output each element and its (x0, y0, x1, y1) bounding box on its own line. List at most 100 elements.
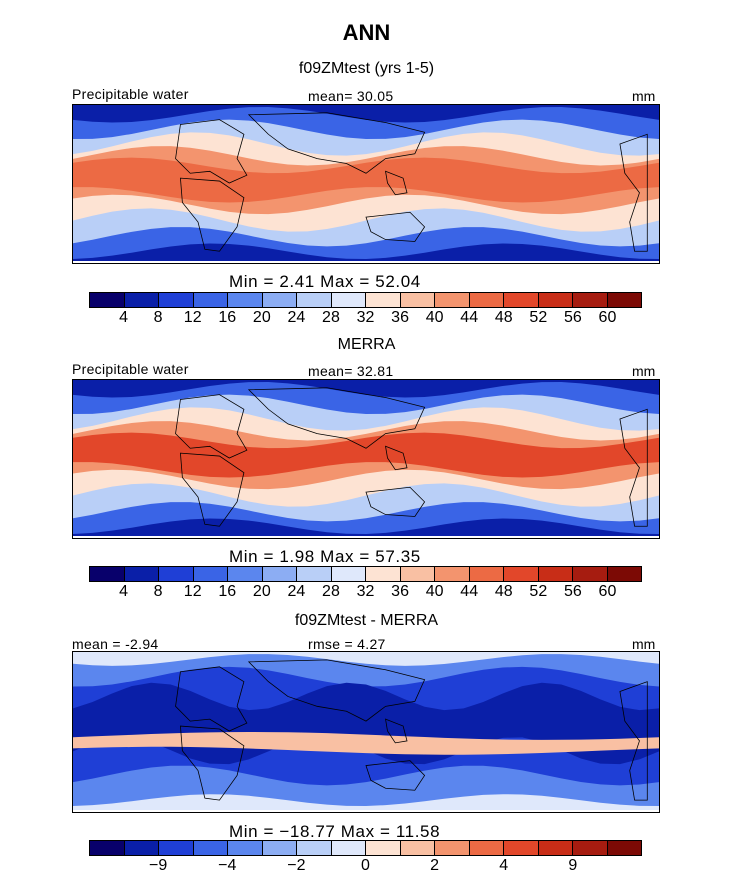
colorbar-segment (366, 841, 401, 855)
colorbar-tick-label: 36 (391, 309, 409, 326)
panel-2-colorbar-ticks: 4 8 12 16 20 24 28 32 36 40 44 48 52 56 60 (89, 583, 642, 603)
panel-3-min-max: Min = −18.77 Max = 11.58 (229, 822, 441, 841)
panel-3-colorbar (89, 840, 642, 856)
map-field (73, 380, 659, 536)
colorbar-segment (90, 293, 125, 307)
coastline (619, 133, 648, 252)
colorbar-tick-label: 32 (356, 309, 375, 326)
coastline (365, 486, 426, 517)
colorbar-segment (159, 841, 194, 855)
coastline (175, 119, 248, 184)
map-band (73, 731, 659, 755)
colorbar-tick-label: 60 (598, 583, 617, 600)
coastline (619, 681, 648, 801)
colorbar-tick-label: 44 (460, 309, 479, 326)
colorbar-segment (435, 293, 470, 307)
colorbar-tick-label: −4 (218, 857, 237, 874)
panel-2-map (72, 379, 660, 539)
colorbar-tick-label: 20 (252, 583, 271, 600)
coastline (175, 394, 248, 459)
colorbar-segment (124, 293, 159, 307)
colorbar-segment (538, 841, 573, 855)
colorbar-segment (193, 567, 228, 581)
colorbar-segment (90, 567, 125, 581)
colorbar-segment (124, 567, 159, 581)
colorbar-tick-label: 16 (218, 583, 237, 600)
panel-3-subtitle: f09ZMtest - MERRA (294, 612, 439, 629)
colorbar-tick-label: 28 (322, 583, 340, 600)
colorbar-segment (90, 841, 125, 855)
colorbar-segment (607, 841, 641, 855)
colorbar-segment (469, 293, 504, 307)
colorbar-tick-label: 12 (183, 583, 202, 600)
colorbar-segment (159, 293, 194, 307)
coastline (385, 445, 408, 471)
colorbar-tick-label: −2 (287, 857, 306, 874)
colorbar-segment (193, 841, 228, 855)
colorbar-segment (159, 567, 194, 581)
colorbar-tick-label: 56 (563, 309, 582, 326)
colorbar-tick-label: 20 (252, 309, 271, 326)
coastline (247, 659, 426, 722)
colorbar-segment (262, 293, 297, 307)
coastline (365, 211, 426, 242)
colorbar-segment (297, 567, 332, 581)
colorbar-tick-label: 8 (153, 309, 163, 326)
colorbar-segment (504, 841, 539, 855)
colorbar-segment (297, 841, 332, 855)
colorbar-tick-label: 52 (529, 309, 548, 326)
colorbar-tick-label: 24 (287, 309, 306, 326)
coastline (175, 666, 248, 732)
colorbar-segment (297, 293, 332, 307)
colorbar-tick-label: 60 (598, 309, 617, 326)
colorbar-segment (400, 293, 435, 307)
panel-2-units: mm (632, 363, 656, 379)
colorbar-segment (504, 293, 539, 307)
colorbar-segment (435, 841, 470, 855)
colorbar-segment (573, 567, 608, 581)
colorbar-segment (400, 567, 435, 581)
colorbar-segment (607, 293, 641, 307)
panel-3-map (72, 651, 660, 813)
colorbar-segment (262, 841, 297, 855)
colorbar-segment (469, 841, 504, 855)
colorbar-tick-label: 0 (361, 857, 370, 874)
colorbar-tick-label: 40 (425, 309, 444, 326)
colorbar-segment (366, 293, 401, 307)
coastline (385, 170, 408, 196)
coastline (247, 387, 426, 449)
colorbar-tick-label: 8 (153, 583, 163, 600)
panel-1-units: mm (632, 88, 656, 104)
panel-1-colorbar-ticks: 4 8 12 16 20 24 28 32 36 40 44 48 52 56 60 (89, 309, 642, 329)
colorbar-segment (538, 567, 573, 581)
colorbar-tick-label: 12 (183, 309, 202, 326)
colorbar-tick-label: 28 (322, 309, 340, 326)
colorbar-segment (504, 567, 539, 581)
colorbar-tick-label: 2 (430, 857, 440, 874)
panel-1-colorbar (89, 292, 642, 308)
panel-1-map (72, 104, 660, 264)
coastline (247, 112, 426, 174)
panel-2-field-label: Precipitable water (72, 361, 189, 377)
colorbar-segment (573, 841, 608, 855)
colorbar-segment (331, 567, 366, 581)
colorbar-segment (607, 567, 641, 581)
panel-1-subtitle: f09ZMtest (yrs 1-5) (298, 60, 435, 77)
panel-2-subtitle: MERRA (337, 336, 396, 353)
panel-3-rmse-label: rmse = 4.27 (308, 636, 386, 652)
colorbar-tick-label: 52 (529, 583, 548, 600)
colorbar-tick-label: 32 (356, 583, 375, 600)
colorbar-tick-label: 48 (494, 583, 513, 600)
colorbar-tick-label: 4 (119, 583, 129, 600)
coastline (385, 718, 408, 744)
colorbar-segment (228, 841, 263, 855)
colorbar-tick-label: 48 (494, 309, 513, 326)
colorbar-tick-label: 36 (391, 583, 409, 600)
colorbar-segment (193, 293, 228, 307)
panel-2-mean-label: mean= 32.81 (308, 363, 394, 379)
coastline (180, 177, 245, 252)
colorbar-tick-label: −9 (149, 857, 168, 874)
coastline (180, 725, 245, 801)
colorbar-segment (538, 293, 573, 307)
map-band (73, 432, 659, 478)
